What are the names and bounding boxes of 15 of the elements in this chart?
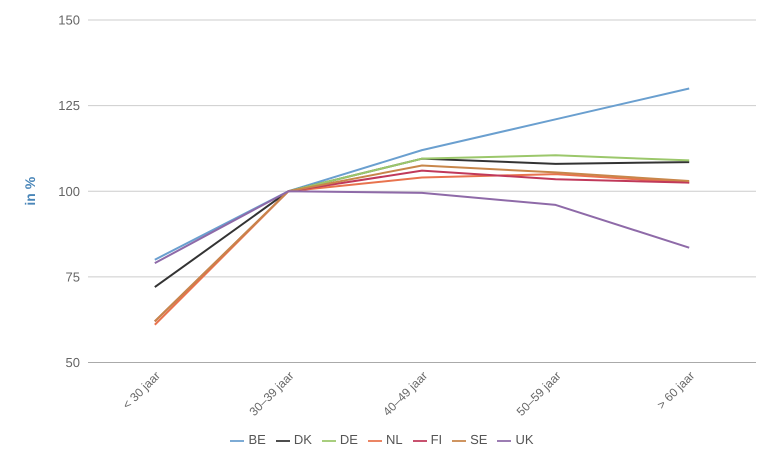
legend-label: UK: [515, 432, 534, 448]
y-tick-label: 100: [58, 184, 80, 199]
legend-label: DE: [340, 432, 358, 448]
y-tick-label: 75: [66, 269, 80, 284]
legend-label: SE: [470, 432, 488, 448]
legend-label: BE: [248, 432, 266, 448]
y-tick-label: 125: [58, 98, 80, 114]
legend-label: FI: [430, 432, 442, 448]
legend-label: NL: [386, 432, 403, 448]
y-axis-title: in %: [22, 176, 38, 206]
y-tick-label: 150: [58, 12, 80, 28]
legend-label: DK: [294, 432, 312, 448]
line-series: [154, 190, 690, 264]
line-series: [154, 87, 690, 261]
y-tick-label: 50: [66, 355, 80, 370]
